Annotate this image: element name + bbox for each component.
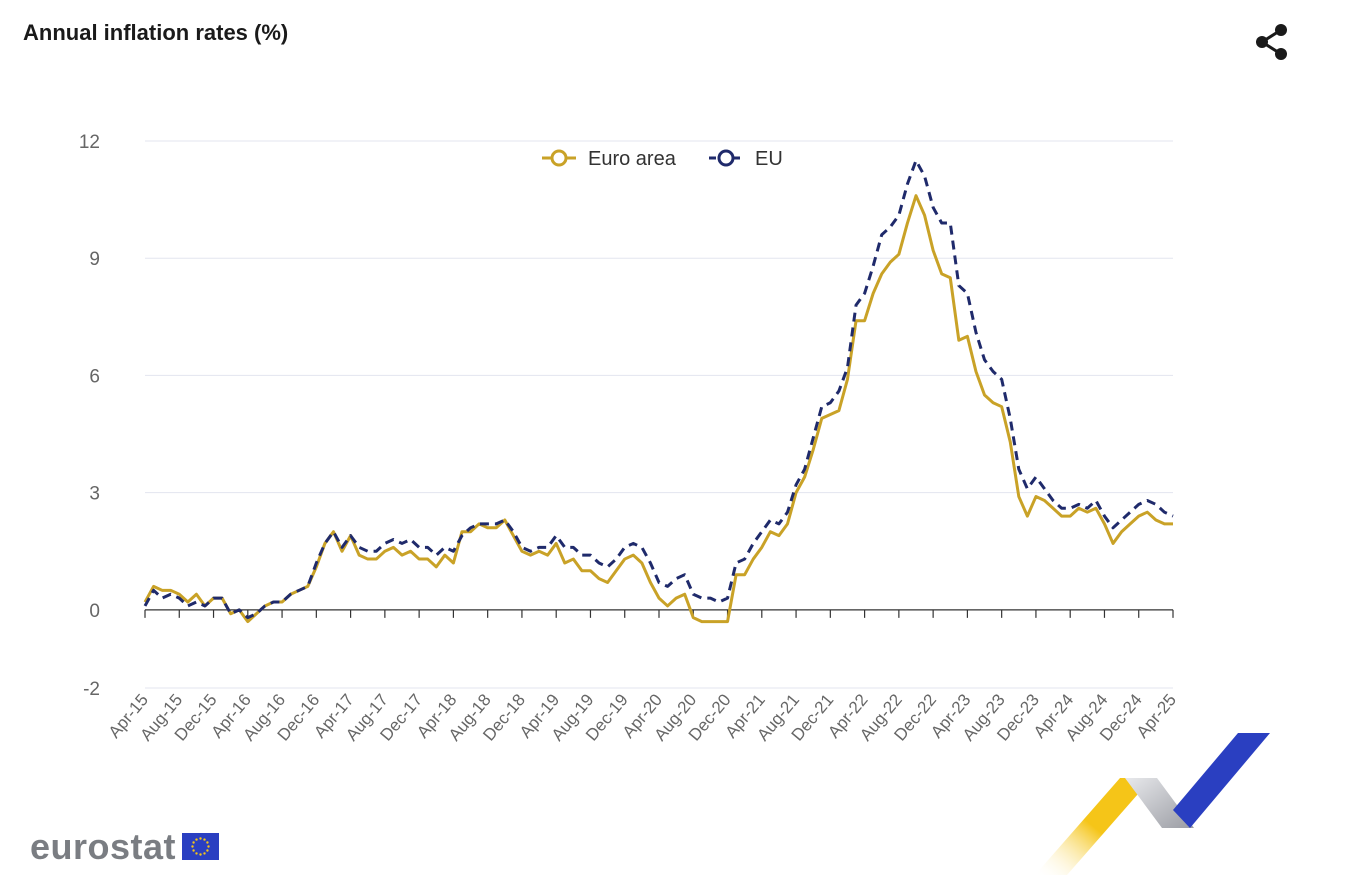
flag-star <box>195 838 198 841</box>
series-group <box>143 159 1174 624</box>
share-icon[interactable] <box>1252 22 1292 62</box>
flag-star <box>191 845 194 848</box>
x-axis: Apr-15Aug-15Dec-15Apr-16Aug-16Dec-16Apr-… <box>105 609 1180 745</box>
legend-label: Euro area <box>588 148 677 170</box>
y-tick-label: 12 <box>79 132 100 153</box>
y-tick-label: 3 <box>89 484 100 505</box>
grid <box>145 140 1173 689</box>
flag-star <box>206 849 209 852</box>
legend-item-euro-area[interactable]: Euro area <box>542 148 677 170</box>
y-tick-label: 0 <box>89 601 100 622</box>
legend-item-eu[interactable]: EU <box>709 148 783 170</box>
flag-star <box>199 853 202 856</box>
series-line-eu[interactable] <box>143 159 1174 620</box>
flag-star <box>192 849 195 852</box>
legend-marker <box>717 149 735 167</box>
flag-star <box>207 845 210 848</box>
chart-title: Annual inflation rates (%) <box>23 20 289 45</box>
decorative-ribbon <box>1035 733 1270 875</box>
flag-star <box>192 841 195 844</box>
flag-star <box>203 838 206 841</box>
y-axis: -2 0 3 6 9 12 <box>79 132 100 700</box>
y-tick-label: -2 <box>83 679 100 700</box>
y-tick-label: 9 <box>89 249 100 270</box>
flag-star <box>203 852 206 855</box>
eurostat-logo: eurostat <box>30 826 177 867</box>
legend-label: EU <box>755 148 783 170</box>
line-chart: -2 0 3 6 9 12 Apr-15Aug-15Dec-15Apr-16Aug-16D… <box>79 132 1180 745</box>
flag-star <box>206 841 209 844</box>
flag-star <box>199 837 202 840</box>
legend[interactable]: Euro area EU <box>542 148 783 170</box>
y-tick-label: 6 <box>89 366 100 387</box>
flag-star <box>195 852 198 855</box>
series-line-euro-area[interactable] <box>143 194 1173 624</box>
eu-flag-icon <box>182 833 219 860</box>
legend-marker <box>550 149 568 167</box>
